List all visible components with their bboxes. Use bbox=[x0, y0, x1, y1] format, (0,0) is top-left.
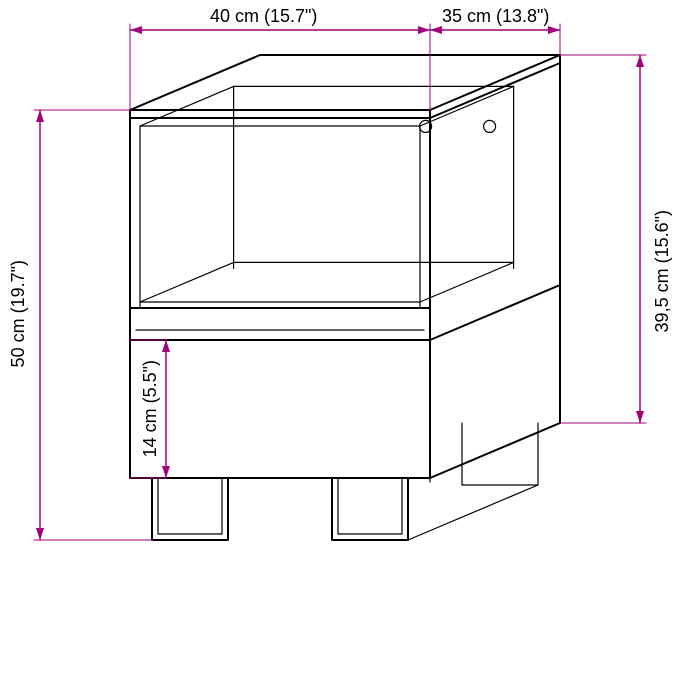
dim-drawer-label: 14 cm (5.5") bbox=[140, 360, 161, 457]
dim-height-label: 50 cm (19.7") bbox=[8, 260, 29, 367]
dim-body-label: 39,5 cm (15.6") bbox=[652, 210, 673, 332]
dim-width-label: 40 cm (15.7") bbox=[210, 6, 317, 27]
dim-depth-label: 35 cm (13.8") bbox=[442, 6, 549, 27]
diagram-container: 40 cm (15.7") 35 cm (13.8") 50 cm (19.7"… bbox=[0, 0, 700, 700]
furniture-line-drawing bbox=[0, 0, 700, 700]
